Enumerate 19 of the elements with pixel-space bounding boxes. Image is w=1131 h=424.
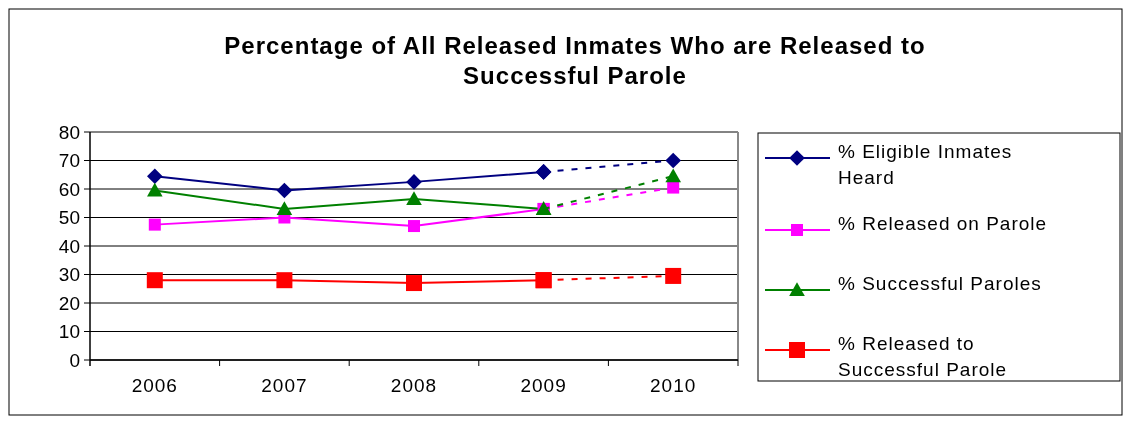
x-tick-label: 2006 [131, 375, 178, 396]
x-tick-label: 2009 [520, 375, 567, 396]
y-tick-label: 80 [58, 121, 80, 143]
y-tick-label: 30 [58, 264, 80, 286]
x-tick-label: 2007 [261, 375, 308, 396]
x-tick-label: 2008 [390, 375, 438, 396]
chart-title: Percentage of All Released Inmates Who are Released to Successful Parole [224, 32, 926, 89]
y-tick-label: 40 [58, 235, 80, 257]
y-tick-label: 60 [58, 178, 80, 200]
y-tick-label: 50 [58, 207, 80, 229]
x-tick-label: 2010 [650, 375, 697, 396]
y-tick-label: 20 [58, 292, 80, 314]
legend-label: % Released to Successful Parole [838, 333, 1008, 380]
legend-label: % Eligible Inmates Heard [838, 141, 1013, 188]
y-tick-label: 10 [58, 321, 80, 343]
y-tick-label: 0 [69, 349, 80, 371]
legend-label: % Released on Parole [838, 213, 1048, 234]
y-tick-label: 70 [58, 150, 80, 172]
legend-label: % Successful Paroles [838, 273, 1042, 294]
